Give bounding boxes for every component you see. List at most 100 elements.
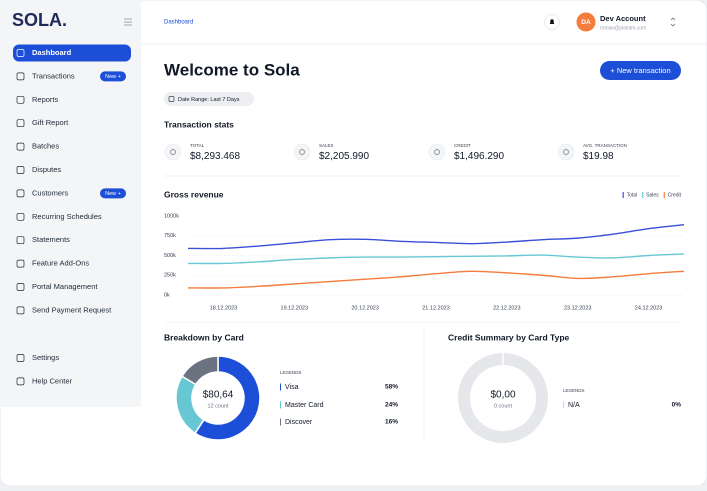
nav-item[interactable]: Settings: [16, 353, 59, 362]
nav-label: Customers: [32, 188, 69, 197]
nav-item[interactable]: Recurring Schedules: [16, 212, 102, 221]
legend-swatch: [563, 401, 564, 409]
stat-icon: [293, 143, 311, 161]
nav-item[interactable]: Help Center: [16, 376, 73, 386]
chart-title: Credit Summary by Card Type: [448, 332, 570, 342]
date-range-chip[interactable]: [164, 92, 254, 106]
charts: Gross revenue 0k 250k 500k 750k 1000k 18.12.20…: [164, 189, 685, 443]
line-series: [187, 270, 685, 289]
account-email: roman@plaintm.com: [600, 25, 646, 31]
y-tick-label: 1000k: [164, 213, 179, 219]
x-tick-label: 19.12.2023: [281, 305, 309, 311]
legend-label: Total: [627, 192, 638, 198]
new-transaction-button[interactable]: [600, 61, 681, 80]
nav-item[interactable]: Statements: [16, 235, 70, 245]
legend-label: Credit: [668, 192, 682, 198]
avatar[interactable]: [576, 12, 596, 32]
stat-label: AVG. TRANSACTION: [583, 143, 627, 148]
y-tick-label: 750k: [164, 233, 176, 239]
nav-item[interactable]: Disputes: [16, 165, 61, 174]
stat-label: TOTAL: [190, 143, 205, 148]
nav-label: Feature Add-Ons: [32, 259, 89, 268]
avatar-initials: DA: [581, 19, 591, 26]
nav-label: Statements: [32, 235, 70, 244]
stats: TOTAL $8,293.468 SALES $2,205.990 CREDIT $1,4…: [164, 143, 627, 162]
account-name: Dev Account: [600, 14, 646, 23]
nav-item[interactable]: Send Payment Request: [16, 305, 112, 315]
nav-icon: [16, 377, 25, 386]
stat-value: $19.98: [583, 151, 614, 162]
x-tick-label: 20.12.2023: [351, 305, 379, 311]
nav-item[interactable]: Gift Report: [16, 118, 69, 128]
donut-center-label: 0 count: [494, 403, 513, 409]
stat-value: $2,205.990: [319, 151, 369, 162]
date-range-label: Date Range: Last 7 Days: [178, 97, 240, 103]
nav-item[interactable]: Dashboard: [13, 44, 131, 62]
nav-icon: [16, 306, 25, 315]
legend-value: 0%: [672, 402, 682, 409]
logo: SOLA.: [12, 10, 67, 30]
stat-value: $8,293.468: [190, 151, 240, 162]
collapse-icon[interactable]: [124, 18, 132, 26]
x-tick-label: 24.12.2023: [635, 305, 663, 311]
breadcrumb[interactable]: Dashboard: [164, 20, 193, 26]
nav-label: Transactions: [32, 71, 75, 80]
nav-label: Reports: [32, 95, 59, 104]
stat-icon-glyph: [170, 149, 176, 155]
stat-icon-glyph: [563, 149, 569, 155]
y-tick-label: 250k: [164, 273, 176, 279]
legend-title: LEGENDS: [280, 370, 302, 375]
nav-item[interactable]: Reports: [16, 95, 59, 104]
nav-icon: [16, 236, 25, 245]
legend-swatch: [280, 401, 281, 409]
nav-item[interactable]: Portal Management: [16, 282, 98, 291]
nav-label: Settings: [32, 353, 59, 362]
stat-icon: [557, 143, 575, 161]
legend-label: Master Card: [285, 402, 324, 409]
legend-label: Discover: [285, 419, 313, 426]
legend-swatch: [642, 192, 644, 198]
donut-center-value: $0,00: [490, 390, 515, 401]
line-series: [187, 253, 685, 265]
nav-item[interactable]: Feature Add-Ons: [16, 259, 89, 268]
legend-label: Visa: [285, 384, 299, 391]
stat-label: CREDIT: [454, 143, 471, 148]
nav-icon: [16, 142, 25, 151]
y-tick-label: 0k: [164, 292, 170, 298]
calendar-icon: [168, 96, 175, 102]
nav-icon: [16, 166, 25, 174]
sidebar: [0, 0, 141, 407]
page-title: Welcome to Sola: [164, 60, 300, 79]
nav-item[interactable]: Batches: [16, 142, 59, 151]
legend-value: 24%: [385, 402, 398, 409]
nav-label: Gift Report: [32, 118, 69, 127]
legend-swatch: [280, 383, 281, 391]
nav: Dashboard Transactions New + Reports Gift Re…: [13, 44, 131, 386]
nav-active-bg: [13, 44, 131, 62]
legend-swatch: [280, 418, 281, 426]
stat-label: SALES: [319, 143, 334, 148]
nav-label: Send Payment Request: [32, 305, 112, 314]
nav-icon: [16, 189, 25, 198]
new-badge-label: New +: [105, 191, 121, 197]
nav-icon: [16, 119, 25, 128]
donut-segment: [181, 355, 219, 386]
nav-item[interactable]: Transactions New +: [16, 71, 126, 82]
account-chevron[interactable]: [670, 17, 676, 27]
chart-title: Gross revenue: [164, 189, 224, 199]
legend-swatch: [663, 192, 665, 198]
legend-label: Sales: [646, 192, 659, 198]
donut-segment: [194, 355, 261, 441]
new-transaction-label: + New transaction: [610, 66, 670, 75]
nav-item[interactable]: Customers New +: [16, 188, 126, 199]
legend-swatch: [622, 192, 624, 198]
nav-icon: [16, 72, 25, 81]
new-badge-label: New +: [105, 74, 121, 80]
nav-icon: [16, 354, 25, 362]
legend-value: 16%: [385, 419, 398, 426]
x-tick-label: 23.12.2023: [564, 305, 592, 311]
donut-center-value: $80,64: [203, 390, 234, 401]
nav-icon: [16, 95, 25, 104]
x-tick-label: 18.12.2023: [210, 305, 238, 311]
